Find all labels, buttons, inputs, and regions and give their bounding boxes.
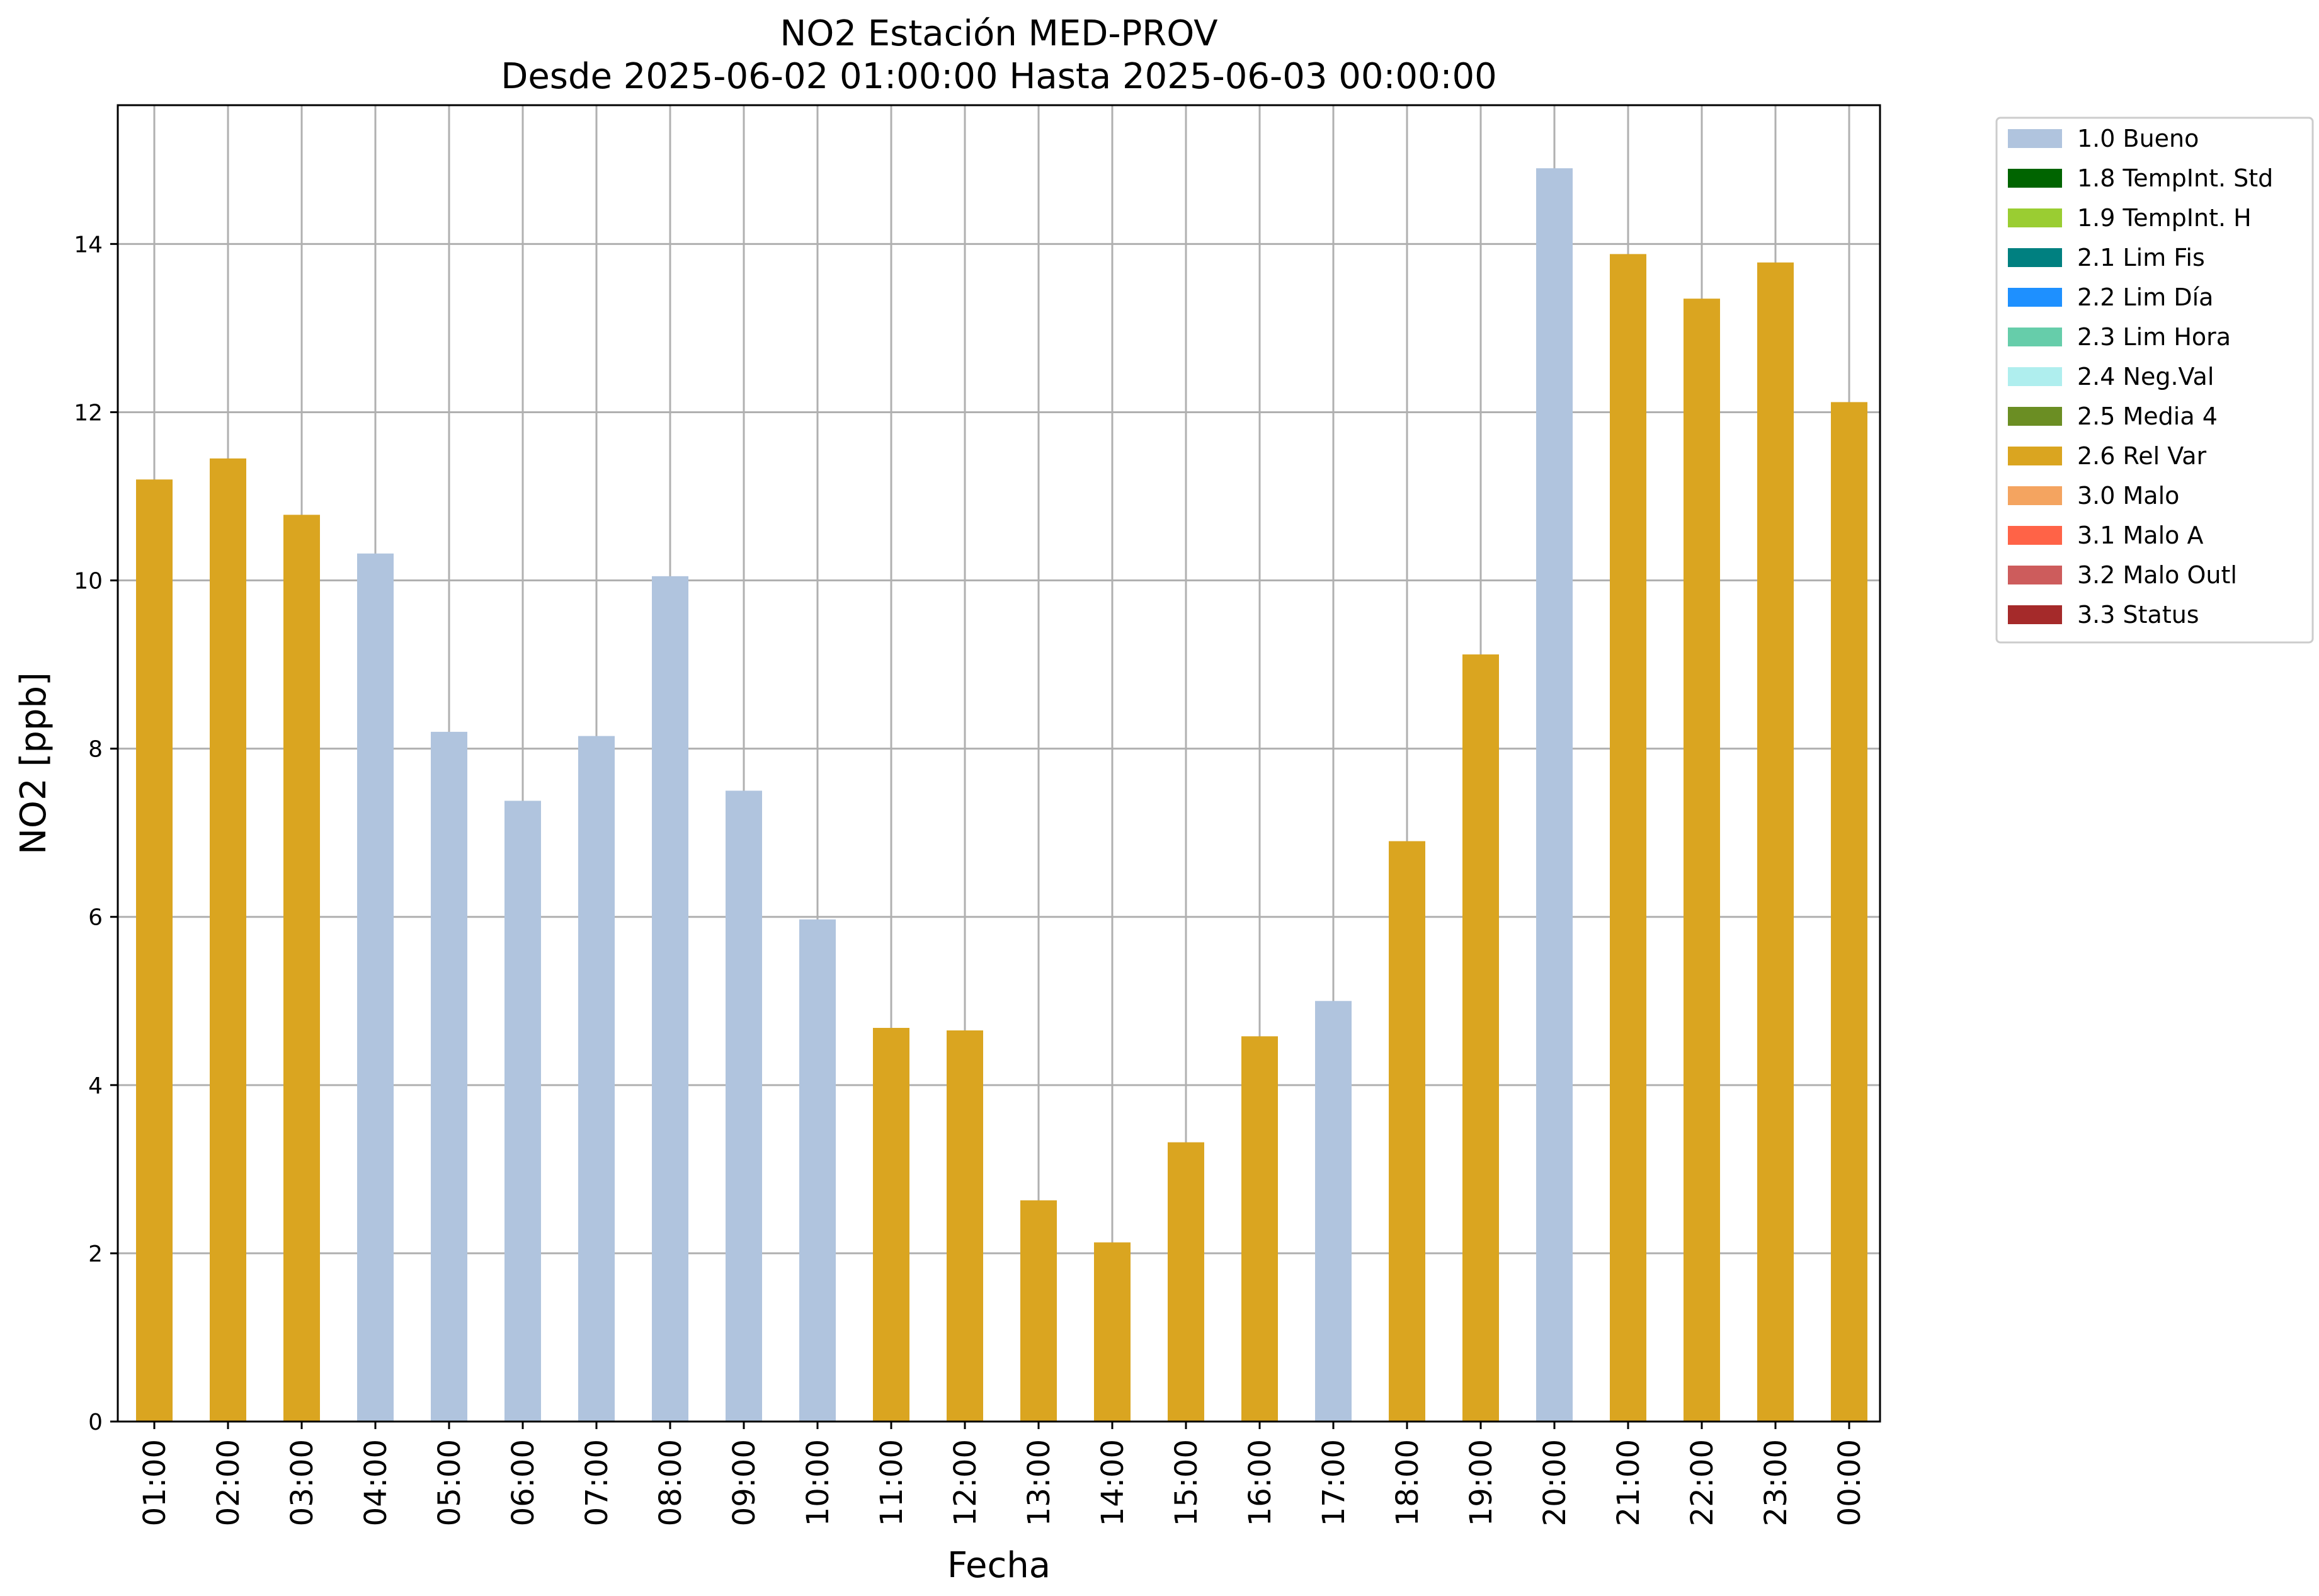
x-tick-label: 22:00: [1685, 1439, 1720, 1526]
legend-label: 2.6 Rel Var: [2077, 442, 2207, 470]
x-tick-label: 06:00: [506, 1439, 541, 1526]
x-tick-label: 05:00: [432, 1439, 467, 1526]
bar-2200: [1684, 299, 1720, 1422]
bar-0500: [431, 731, 467, 1422]
legend: 1.0 Bueno 1.8 TempInt. Std 1.9 TempInt. H 2…: [1995, 117, 2314, 644]
legend-swatch: [2008, 208, 2062, 227]
legend-label: 2.4 Neg.Val: [2077, 363, 2214, 390]
bar-1900: [1462, 654, 1499, 1422]
bar-1500: [1168, 1142, 1204, 1422]
bar-0900: [726, 790, 762, 1422]
x-tick-label: 08:00: [653, 1439, 688, 1526]
y-tick-label: 4: [88, 1073, 103, 1099]
bar-1800: [1389, 841, 1425, 1422]
legend-swatch: [2008, 486, 2062, 505]
bar-0100: [136, 479, 173, 1422]
legend-swatch: [2008, 605, 2062, 624]
legend-label: 2.3 Lim Hora: [2077, 323, 2231, 351]
y-axis-ticks: 0 2 4 6 8 10 12 14: [74, 232, 118, 1435]
bar-0600: [504, 801, 541, 1422]
x-tick-label: 03:00: [285, 1439, 320, 1526]
x-tick-label: 14:00: [1095, 1439, 1131, 1526]
x-tick-label: 11:00: [874, 1439, 909, 1526]
x-tick-label: 16:00: [1243, 1439, 1278, 1526]
legend-frame: [1995, 117, 2314, 644]
legend-swatch: [2008, 526, 2062, 545]
x-tick-label: 09:00: [727, 1439, 762, 1526]
bar-2100: [1610, 254, 1646, 1422]
bar-1400: [1094, 1242, 1131, 1422]
x-tick-label: 02:00: [211, 1439, 246, 1526]
y-tick-label: 12: [74, 400, 103, 426]
bar-1000: [799, 919, 836, 1422]
legend-swatch: [2008, 447, 2062, 465]
legend-swatch: [2008, 407, 2062, 426]
bar-0200: [210, 458, 246, 1422]
bar-2000: [1536, 168, 1573, 1422]
legend-swatch: [2008, 129, 2062, 148]
bar-1300: [1020, 1200, 1057, 1422]
y-tick-label: 14: [74, 232, 103, 258]
bar-1600: [1241, 1036, 1278, 1422]
y-tick-label: 10: [74, 569, 103, 595]
legend-label: 3.3 Status: [2077, 601, 2199, 629]
x-tick-label: 01:00: [137, 1439, 173, 1526]
bar-2300: [1757, 262, 1794, 1422]
legend-swatch: [2008, 248, 2062, 267]
x-axis-ticks: 01:00 02:00 03:00 04:00 05:00 06:00 07:00 08:00…: [137, 1422, 1867, 1526]
bar-1100: [873, 1028, 909, 1422]
x-tick-label: 00:00: [1832, 1439, 1867, 1526]
x-tick-label: 18:00: [1390, 1439, 1425, 1526]
x-tick-label: 19:00: [1464, 1439, 1499, 1526]
bar-0000: [1831, 402, 1867, 1422]
bar-0300: [283, 515, 320, 1422]
x-tick-label: 23:00: [1758, 1439, 1794, 1526]
legend-label: 3.1 Malo A: [2077, 522, 2203, 549]
x-tick-label: 13:00: [1022, 1439, 1057, 1526]
plot-frame: [117, 104, 1881, 1423]
x-tick-label: 04:00: [358, 1439, 394, 1526]
legend-label: 3.0 Malo: [2077, 482, 2179, 510]
x-tick-label: 20:00: [1537, 1439, 1573, 1526]
legend-label: 1.8 TempInt. Std: [2077, 164, 2273, 192]
y-tick-label: 8: [88, 737, 103, 763]
legend-label: 3.2 Malo Outl: [2077, 561, 2237, 589]
chart-subtitle: Desde 2025-06-02 01:00:00 Hasta 2025-06-…: [501, 56, 1497, 97]
x-tick-label: 17:00: [1316, 1439, 1352, 1526]
y-axis-label: NO2 [ppb]: [13, 672, 54, 855]
bar-0700: [578, 736, 615, 1422]
legend-label: 1.9 TempInt. H: [2077, 204, 2252, 232]
bar-0800: [652, 576, 688, 1422]
legend-swatch: [2008, 169, 2062, 188]
legend-swatch: [2008, 566, 2062, 584]
x-tick-label: 15:00: [1169, 1439, 1204, 1526]
legend-label: 2.5 Media 4: [2077, 402, 2218, 430]
legend-swatch: [2008, 328, 2062, 346]
legend-label: 1.0 Bueno: [2077, 125, 2199, 152]
x-tick-label: 07:00: [579, 1439, 615, 1526]
bar-1200: [947, 1030, 983, 1422]
bar-0400: [357, 553, 394, 1422]
legend-swatch: [2008, 367, 2062, 386]
y-tick-label: 6: [88, 905, 103, 931]
x-tick-label: 10:00: [801, 1439, 836, 1526]
x-tick-label: 12:00: [948, 1439, 983, 1526]
bars: [136, 168, 1867, 1422]
chart-title: NO2 Estación MED-PROV: [780, 13, 1217, 54]
legend-swatch: [2008, 288, 2062, 307]
x-axis-label: Fecha: [947, 1545, 1051, 1586]
y-tick-label: 0: [88, 1410, 103, 1435]
y-tick-label: 2: [88, 1241, 103, 1267]
legend-label: 2.2 Lim Día: [2077, 283, 2213, 311]
legend-label: 2.1 Lim Fis: [2077, 244, 2205, 271]
x-tick-label: 21:00: [1611, 1439, 1646, 1526]
bar-1700: [1315, 1001, 1352, 1422]
